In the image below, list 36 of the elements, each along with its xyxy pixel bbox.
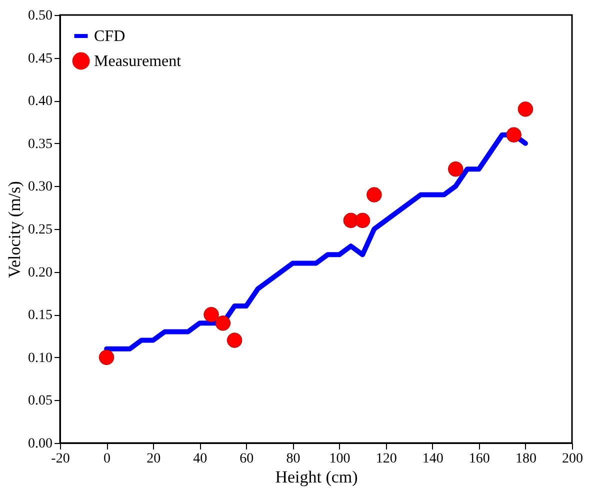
y-tick-label: 0.50 xyxy=(28,8,52,24)
y-tick-label: 0.40 xyxy=(28,94,52,110)
point xyxy=(506,127,522,142)
y-tick-label: 0.45 xyxy=(28,51,52,66)
point xyxy=(98,350,114,366)
y-tick-label: 0.00 xyxy=(28,436,52,452)
legend-label: CFD xyxy=(94,28,126,45)
x-tick-label: 100 xyxy=(329,452,350,466)
y-tick-label: 0.20 xyxy=(28,265,52,280)
point xyxy=(226,332,242,348)
x-tick-label: 60 xyxy=(240,452,254,466)
x-tick-label: 0 xyxy=(104,452,111,466)
legend-label: Measurement xyxy=(94,53,182,70)
point xyxy=(448,161,464,177)
x-axis-title: Height (cm) xyxy=(275,468,358,486)
x-tick-label: 160 xyxy=(468,452,490,466)
point xyxy=(215,316,231,331)
x-tick-label: 140 xyxy=(422,452,444,466)
point xyxy=(518,102,534,117)
x-tick-label: 20 xyxy=(146,452,161,466)
x-tick-label: -20 xyxy=(51,452,70,466)
point xyxy=(366,187,382,202)
point xyxy=(204,306,219,322)
y-tick-label: 0.35 xyxy=(28,136,52,152)
y-tick-label: 0.30 xyxy=(28,180,52,195)
y-tick-label: 0.10 xyxy=(28,350,52,366)
point xyxy=(354,212,370,228)
y-tick-label: 0.15 xyxy=(28,308,52,324)
x-tick-label: 80 xyxy=(286,452,300,466)
x-tick-label: 40 xyxy=(193,452,208,466)
y-tick-label: 0.25 xyxy=(28,222,52,238)
y-tick-label: 0.05 xyxy=(28,394,52,409)
x-tick-label: 200 xyxy=(562,452,583,466)
y-axis-title: Velocity (m/s) xyxy=(5,181,24,278)
x-tick-label: 120 xyxy=(376,452,397,466)
x-tick-label: 180 xyxy=(515,452,536,466)
